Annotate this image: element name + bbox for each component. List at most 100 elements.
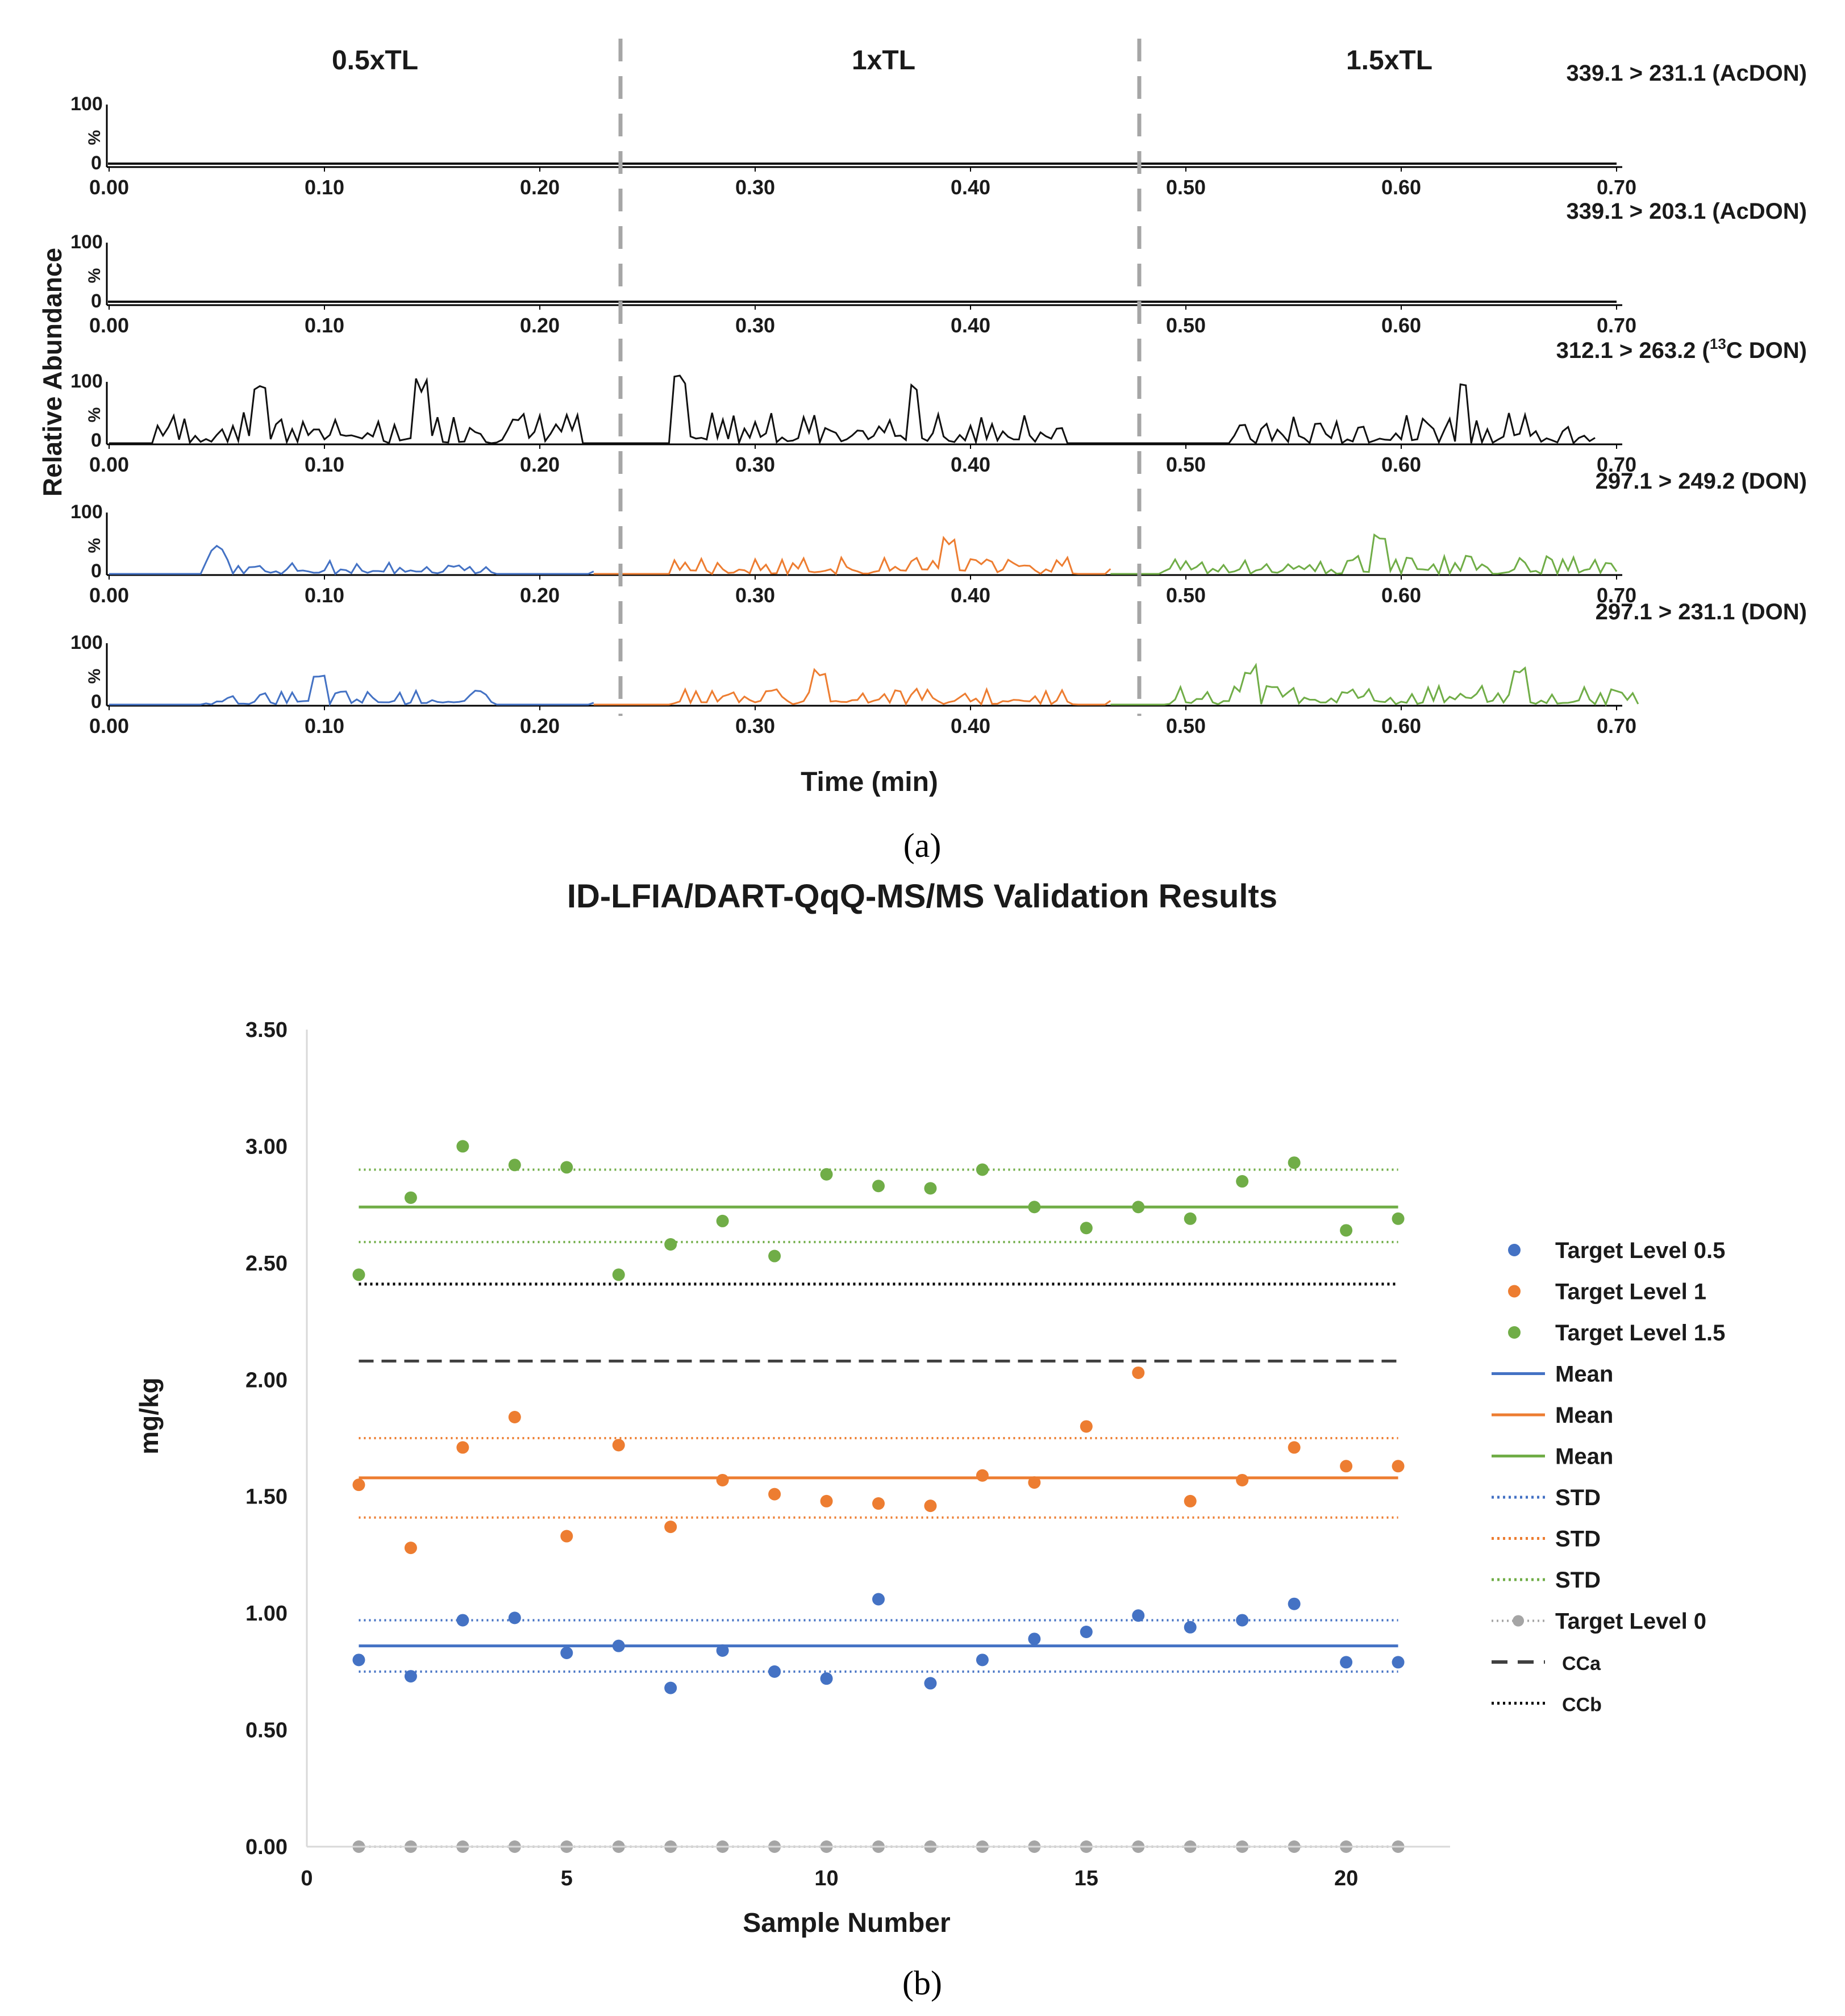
x-tick-label: 0.20 [520, 714, 560, 738]
legend-item: Mean [1492, 1362, 1613, 1387]
point-target-level-0.5 [872, 1593, 885, 1606]
legend-item: Target Level 1 [1508, 1280, 1706, 1305]
point-target-level-1.5 [352, 1268, 365, 1281]
trace-1: 100% 00.00 0.10 0.20 0.30 0.40 0.50 0.60 0.70 339… [70, 61, 1807, 199]
point-target-level-1.5 [1132, 1201, 1145, 1214]
trace-label: 297.1 > 231.1 (DON) [1596, 599, 1807, 624]
point-target-level-0.5 [716, 1644, 729, 1657]
point-target-level-1.5 [456, 1140, 469, 1153]
point-target-level-1.5 [1184, 1212, 1197, 1225]
x-tick-label: 0.00 [89, 176, 129, 199]
trace-4: 100% 00.00 0.10 0.20 0.30 0.40 0.50 0.60 0.70 297… [70, 469, 1807, 607]
x-axis-title-b: Sample Number [743, 1908, 950, 1938]
x-tick-label: 0.50 [1166, 453, 1206, 476]
section-label-1.5xTL: 1.5xTL [1346, 45, 1432, 76]
point-target-level-1 [1236, 1473, 1249, 1486]
y-tick-label: 3.00 [245, 1135, 288, 1159]
legend-label: Mean [1555, 1444, 1613, 1469]
section-label-0.5xTL: 0.5xTL [332, 45, 418, 76]
x-tick-label: 0.10 [305, 714, 344, 738]
point-target-level-1 [404, 1542, 417, 1555]
y-tick-100: 100 [70, 632, 103, 653]
point-target-level-1 [352, 1478, 365, 1492]
point-target-level-0.5 [1340, 1656, 1353, 1669]
point-target-level-1.5 [560, 1161, 573, 1174]
point-target-level-0.5 [560, 1646, 573, 1659]
point-target-level-0.5 [976, 1653, 989, 1667]
panel-b-scatter: ID-LFIA/DART-QqQ-MS/MS Validation Result… [134, 878, 1725, 2002]
x-tick-label: 0.70 [1597, 314, 1636, 337]
y-unit-percent: % [85, 130, 104, 145]
x-tick-label: 0.60 [1381, 584, 1421, 607]
x-tick-label: 0.60 [1381, 314, 1421, 337]
x-tick-label: 0.10 [305, 314, 344, 337]
y-tick-label: 2.50 [245, 1252, 288, 1276]
point-target-level-1.5 [612, 1268, 625, 1281]
y-tick-label: 3.50 [245, 1018, 288, 1042]
point-target-level-1.5 [1392, 1212, 1405, 1225]
y-tick-100: 100 [70, 370, 103, 392]
y-tick-label: 0.00 [245, 1835, 288, 1859]
trace-label: 339.1 > 203.1 (AcDON) [1566, 199, 1807, 224]
point-target-level-1.5 [404, 1191, 417, 1204]
x-tick-label: 15 [1074, 1867, 1098, 1890]
x-tick-label: 0.20 [520, 314, 560, 337]
point-target-level-0.5 [1028, 1632, 1041, 1646]
point-target-level-1.5 [768, 1249, 781, 1263]
point-target-level-1 [612, 1439, 625, 1452]
point-target-level-0.5 [768, 1665, 781, 1678]
x-tick-label: 0.70 [1597, 584, 1636, 607]
point-target-level-1.5 [716, 1214, 729, 1227]
legend-item: STD [1492, 1485, 1601, 1510]
x-tick-label: 0.00 [89, 714, 129, 738]
point-target-level-1 [1392, 1460, 1405, 1473]
point-target-level-0.5 [1392, 1656, 1405, 1669]
point-target-level-1 [1288, 1441, 1301, 1454]
legend-label: Mean [1555, 1403, 1613, 1428]
y-tick-0: 0 [91, 152, 102, 174]
x-tick-label: 0.10 [305, 453, 344, 476]
legend-label: Target Level 0.5 [1555, 1238, 1725, 1263]
point-target-level-0.5 [924, 1677, 937, 1690]
point-target-level-1.5 [924, 1182, 937, 1195]
x-tick-label: 0.40 [951, 176, 990, 199]
legend-label: STD [1555, 1527, 1601, 1552]
x-axis-title: Time (min) [801, 767, 938, 797]
x-tick-label: 0.70 [1597, 714, 1636, 738]
trace-label: 312.1 > 263.2 (13C DON) [1556, 335, 1807, 363]
x-tick-label: 0.40 [951, 714, 990, 738]
y-unit-percent: % [85, 268, 104, 284]
point-target-level-1.5 [1236, 1175, 1249, 1188]
legend-marker [1508, 1285, 1521, 1298]
y-unit-percent: % [85, 407, 104, 423]
x-tick-label: 0.70 [1597, 453, 1636, 476]
legend-item: STD [1492, 1527, 1601, 1552]
x-tick-label: 0.30 [735, 176, 775, 199]
point-target-level-0.5 [1288, 1597, 1301, 1610]
trace-group: 100%00.00 0.10 0.20 0.30 0.40 0.50 0.60 0.70339… [70, 61, 1807, 738]
reference-lines [359, 1168, 1398, 1848]
point-target-level-1 [716, 1473, 729, 1486]
panel-a-chromatograms: 0.5xTL 1xTL 1.5xTL 100%00.00 0.10 0.20 0.30… [38, 39, 1807, 864]
point-target-level-1 [1028, 1476, 1041, 1489]
legend-label: STD [1555, 1568, 1601, 1593]
point-target-level-0.5 [1236, 1614, 1249, 1627]
x-tick-label: 0.50 [1166, 714, 1206, 738]
signal-1xTL [593, 535, 1111, 576]
point-target-level-0.5 [1184, 1621, 1197, 1634]
y-tick-0: 0 [91, 430, 102, 451]
legend-label: CCb [1562, 1694, 1602, 1716]
y-unit-percent: % [85, 669, 104, 684]
x-tick-label: 0.50 [1166, 176, 1206, 199]
point-target-level-1 [768, 1488, 781, 1501]
panel-a-caption: (a) [903, 827, 942, 864]
x-tick-label: 0.40 [951, 314, 990, 337]
legend-marker [1513, 1615, 1524, 1627]
point-target-level-1 [664, 1521, 677, 1534]
point-target-level-0.5 [352, 1653, 365, 1667]
panel-b-caption: (b) [902, 1964, 942, 2002]
point-target-level-1 [976, 1469, 989, 1482]
x-tick-label: 5 [561, 1867, 573, 1890]
legend-label: CCa [1562, 1653, 1601, 1675]
point-target-level-1.5 [1080, 1222, 1093, 1235]
